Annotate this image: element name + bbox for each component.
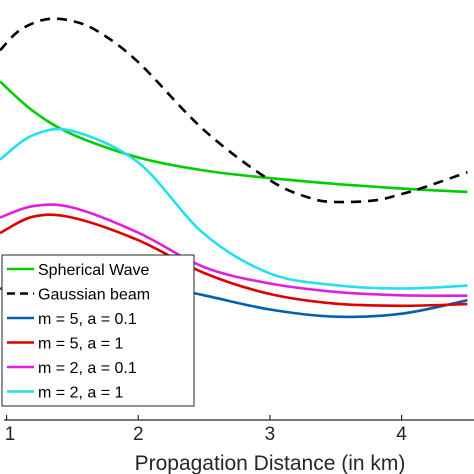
legend-label-m-5-a-1: m = 5, a = 1 bbox=[38, 336, 123, 353]
legend-label-m-5-a-0-1: m = 5, a = 0.1 bbox=[38, 311, 137, 328]
x-tick-label: 2 bbox=[133, 424, 144, 445]
x-tick-label: 1 bbox=[5, 424, 16, 445]
x-tick-label: 3 bbox=[265, 424, 276, 445]
series-line-spherical-wave bbox=[0, 80, 468, 194]
x-axis-ticks: 1 2 3 4 bbox=[5, 415, 407, 445]
x-tick-label: 4 bbox=[396, 424, 407, 445]
series-line-m-2-a-0-1 bbox=[0, 203, 468, 297]
legend: Spherical Wave Gaussian beam m = 5, a = 0.… bbox=[1, 254, 195, 407]
series-line-m-2-a-1 bbox=[0, 127, 468, 290]
x-axis-label: Propagation Distance (in km) bbox=[135, 452, 406, 474]
series-line-gaussian-beam bbox=[0, 17, 468, 204]
legend-label-spherical-wave: Spherical Wave bbox=[38, 262, 150, 279]
legend-box bbox=[1, 254, 195, 407]
series-lines bbox=[0, 17, 468, 319]
legend-label-m-2-a-0-1: m = 2, a = 0.1 bbox=[38, 360, 137, 377]
series-line-m-5-a-1 bbox=[0, 213, 468, 308]
legend-label-m-2-a-1: m = 2, a = 1 bbox=[38, 385, 123, 402]
legend-label-gaussian-beam: Gaussian beam bbox=[38, 287, 150, 304]
